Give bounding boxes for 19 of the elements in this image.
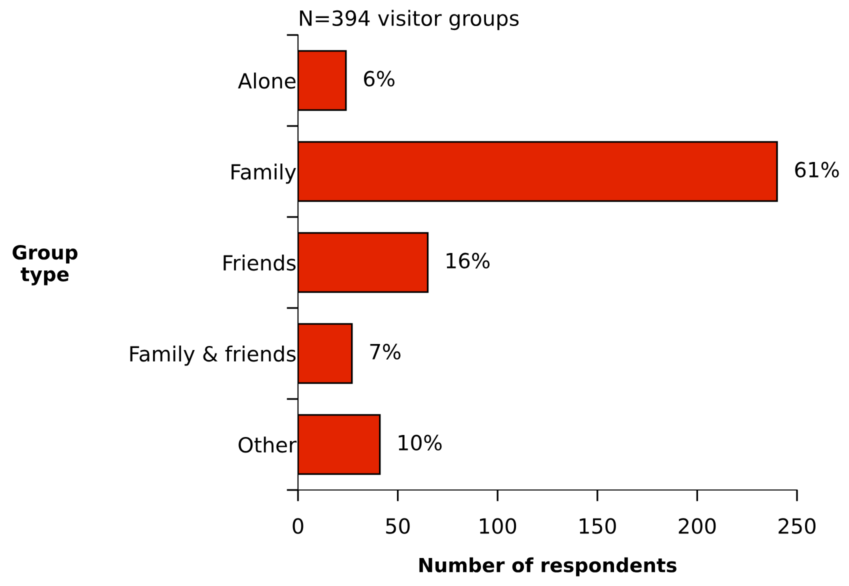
annotation: 7% [370, 344, 400, 360]
x-tick-label: 200 [678, 518, 716, 534]
x-tick-label: 250 [778, 518, 816, 534]
y-tick-label: Alone [238, 72, 296, 89]
annotation: 10% [398, 434, 442, 451]
x-axis-title: Number of respondents [419, 557, 676, 576]
annotation: 16% [446, 252, 490, 269]
annotation: 61% [795, 162, 839, 178]
y-tick-label: Other [238, 436, 297, 453]
x-tick-label: 150 [580, 518, 616, 534]
y-axis-title: Group type [12, 244, 78, 286]
annotation: 6% [364, 70, 394, 87]
x-tick-label: 100 [480, 518, 516, 534]
y-tick-label: Family [232, 164, 296, 184]
x-tick-label: 0 [292, 518, 304, 534]
x-tick-label: 50 [386, 518, 410, 534]
chart-title: N=394 visitor groups [300, 10, 519, 30]
y-tick-label: Family & friends [130, 346, 296, 366]
y-tick-label: Friends [224, 254, 296, 271]
